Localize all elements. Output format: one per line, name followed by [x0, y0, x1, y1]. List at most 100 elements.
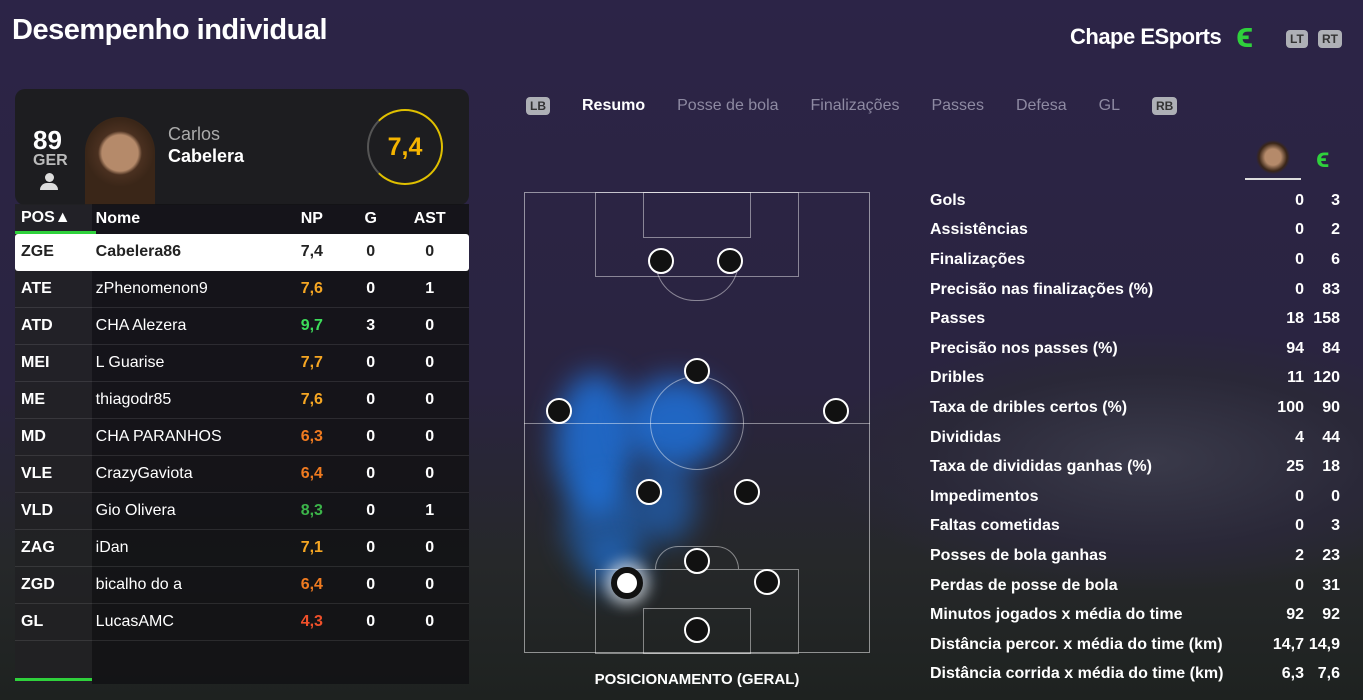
- player-card: 89 GER Carlos Cabelera 7,4: [15, 89, 469, 205]
- table-row[interactable]: ATE zPhenomenon9 7,6 0 1: [15, 271, 469, 308]
- table-row[interactable]: GL LucasAMC 4,3 0 0: [15, 604, 469, 641]
- table-row[interactable]: ZAG iDan 7,1 0 0: [15, 530, 469, 567]
- lt-button[interactable]: LT: [1286, 30, 1308, 48]
- row-position: VLD: [21, 502, 53, 519]
- team-name: Chape ESports: [1070, 24, 1222, 49]
- name-header[interactable]: Nome: [95, 210, 141, 227]
- tab-posse-de-bola[interactable]: Posse de bola: [677, 97, 779, 114]
- row-name: CrazyGaviota: [95, 465, 193, 482]
- player-last-name: Cabelera: [168, 146, 245, 166]
- row-name: zPhenomenon9: [95, 280, 208, 297]
- row-name: Gio Olivera: [95, 502, 176, 519]
- tab-passes[interactable]: Passes: [931, 97, 984, 114]
- row-goals: 0: [366, 391, 376, 408]
- stat-player-value: 0: [1295, 517, 1304, 535]
- row-name: bicalho do a: [95, 576, 182, 593]
- stat-row: Perdas de posse de bola 0 31: [930, 571, 1340, 601]
- stat-player-value: 100: [1277, 398, 1304, 416]
- stat-label: Faltas cometidas: [930, 517, 1060, 535]
- stat-label: Perdas de posse de bola: [930, 576, 1118, 594]
- stat-label: Finalizações: [930, 250, 1026, 268]
- table-row[interactable]: ME thiagodr85 7,6 0 0: [15, 382, 469, 419]
- stat-team-value: 18: [1322, 458, 1340, 476]
- stat-player-value: 0: [1295, 250, 1304, 268]
- stat-team-value: 31: [1322, 576, 1340, 594]
- row-position: MD: [21, 428, 46, 445]
- np-header[interactable]: NP: [300, 210, 323, 227]
- row-name: L Guarise: [95, 354, 165, 371]
- stat-label: Precisão nos passes (%): [930, 339, 1118, 357]
- row-goals: 0: [366, 576, 376, 593]
- stat-label: Taxa de divididas ganhas (%): [930, 458, 1152, 476]
- tab-resumo[interactable]: Resumo: [582, 97, 646, 114]
- stat-label: Impedimentos: [930, 487, 1039, 505]
- stat-player-value: 6,3: [1281, 665, 1304, 683]
- row-position: GL: [21, 613, 44, 630]
- stat-player-value: 2: [1295, 546, 1304, 564]
- stat-team-value: 84: [1322, 339, 1340, 357]
- table-row[interactable]: VLD Gio Olivera 8,3 0 1: [15, 493, 469, 530]
- table-row[interactable]: MEI L Guarise 7,7 0 0: [15, 345, 469, 382]
- row-rating: 6,4: [300, 576, 323, 593]
- stat-label: Passes: [930, 310, 986, 328]
- stat-team-value: 90: [1322, 398, 1340, 416]
- stat-player-value: 0: [1295, 576, 1304, 594]
- row-name: Cabelera86: [95, 243, 182, 260]
- stat-player-value: 14,7: [1272, 635, 1304, 653]
- tab-bar: LB Resumo Posse de bola Finalizações Pas…: [526, 97, 1178, 115]
- stat-player-value: 18: [1286, 310, 1304, 328]
- rb-button[interactable]: RB: [1151, 97, 1178, 115]
- row-assists: 0: [425, 243, 435, 260]
- rt-button[interactable]: RT: [1318, 30, 1342, 48]
- lb-button[interactable]: LB: [526, 97, 550, 115]
- tab-gl[interactable]: GL: [1098, 97, 1120, 114]
- page-title: Desempenho individual: [12, 14, 328, 46]
- stat-row: Passes 18 158: [930, 304, 1340, 334]
- g-header[interactable]: G: [364, 210, 377, 227]
- row-goals: 0: [366, 613, 376, 630]
- row-rating: 7,4: [300, 243, 323, 260]
- table-row[interactable]: ATD CHA Alezera 9,7 3 0: [15, 308, 469, 345]
- row-rating: 9,7: [300, 317, 323, 334]
- stat-row: Minutos jogados x média do time 92 92: [930, 600, 1340, 630]
- stat-row: Assistências 0 2: [930, 216, 1340, 246]
- table-row[interactable]: VLE CrazyGaviota 6,4 0 0: [15, 456, 469, 493]
- stat-label: Assistências: [930, 221, 1028, 239]
- row-goals: 3: [366, 317, 376, 334]
- stat-player-value: 4: [1295, 428, 1304, 446]
- person-icon: [40, 173, 58, 191]
- sort-pos-header[interactable]: POS▲: [15, 204, 96, 234]
- table-row[interactable]: ZGE Cabelera86 7,4 0 0: [15, 234, 469, 271]
- stat-player-value: 0: [1295, 280, 1304, 298]
- stat-team-value: 0: [1331, 487, 1340, 505]
- stat-team-value: 3: [1331, 191, 1340, 209]
- row-assists: 0: [425, 317, 435, 334]
- tab-defesa[interactable]: Defesa: [1015, 97, 1067, 114]
- row-name: LucasAMC: [95, 613, 174, 630]
- stat-player-value: 94: [1286, 339, 1304, 357]
- row-assists: 0: [425, 613, 435, 630]
- table-row[interactable]: MD CHA PARANHOS 6,3 0 0: [15, 419, 469, 456]
- selected-player-dot: [611, 567, 643, 599]
- stat-label: Divididas: [930, 428, 1002, 446]
- row-rating: 6,4: [300, 465, 323, 482]
- tab-finalizacoes[interactable]: Finalizações: [810, 97, 900, 114]
- stat-row: Precisão nas finalizações (%) 0 83: [930, 275, 1340, 305]
- stat-row: Taxa de dribles certos (%) 100 90: [930, 393, 1340, 423]
- stat-row: Distância corrida x média do time (km) 6,…: [930, 660, 1340, 690]
- player-column-avatar: [1245, 140, 1301, 180]
- row-assists: 1: [425, 280, 435, 297]
- stat-team-value: 92: [1322, 606, 1340, 624]
- ast-header[interactable]: AST: [413, 210, 446, 227]
- row-goals: 0: [366, 428, 376, 445]
- stat-row: Distância percor. x média do time (km) 14…: [930, 630, 1340, 660]
- table-row[interactable]: ZGD bicalho do a 6,4 0 0: [15, 567, 469, 604]
- scroll-indicator: [15, 678, 92, 681]
- row-assists: 0: [425, 391, 435, 408]
- stat-label: Precisão nas finalizações (%): [930, 280, 1154, 298]
- row-rating: 8,3: [300, 502, 323, 519]
- stat-player-value: 0: [1295, 221, 1304, 239]
- row-position: ZGE: [21, 243, 54, 260]
- row-rating: 7,6: [300, 280, 323, 297]
- row-position: ATD: [21, 317, 53, 334]
